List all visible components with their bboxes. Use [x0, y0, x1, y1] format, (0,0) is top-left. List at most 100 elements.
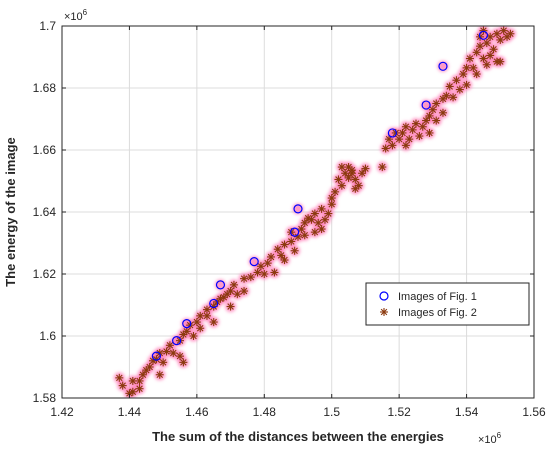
- fig2-point: [492, 29, 501, 38]
- fig2-point: [401, 122, 410, 131]
- fig2-point: [310, 209, 319, 218]
- fig2-point: [398, 128, 407, 137]
- legend-marker-fig2: [380, 308, 388, 316]
- fig2-point: [226, 287, 235, 296]
- fig2-point: [135, 384, 144, 393]
- y-tick-label: 1.58: [33, 391, 57, 405]
- fig1-point: [215, 280, 226, 290]
- fig2-point: [489, 45, 498, 54]
- fig2-point: [337, 181, 346, 190]
- fig2-point: [344, 163, 353, 172]
- fig2-point: [202, 305, 211, 314]
- fig2-point: [418, 122, 427, 131]
- fig2-point: [445, 82, 454, 91]
- fig2-point: [405, 135, 414, 144]
- fig2-point: [118, 381, 127, 390]
- x-tick-label: 1.56: [522, 405, 546, 419]
- y-axis-label: The energy of the image: [3, 137, 18, 287]
- fig2-point: [253, 268, 262, 277]
- legend-label-fig1: Images of Fig. 1: [398, 291, 477, 303]
- fig2-point: [233, 290, 242, 299]
- fig1-point: [151, 351, 161, 361]
- fig2-point: [240, 274, 249, 283]
- fig2-point: [412, 119, 420, 128]
- fig1-point: [172, 336, 182, 346]
- fig2-point: [192, 318, 201, 327]
- fig2-point: [270, 268, 279, 277]
- x-tick-label: 1.46: [185, 405, 209, 419]
- fig1-point: [182, 319, 192, 329]
- x-tick-label: 1.42: [50, 405, 74, 419]
- x-tick-label: 1.54: [455, 405, 479, 419]
- fig2-point: [226, 302, 235, 311]
- x-tick-label: 1.44: [118, 405, 142, 419]
- y-tick-label: 1.6: [39, 329, 56, 343]
- fig2-point: [229, 280, 238, 289]
- fig2-point: [479, 54, 488, 63]
- fig2-point: [138, 370, 147, 379]
- fig2-point: [277, 251, 286, 260]
- fig2-point: [115, 373, 124, 382]
- fig2-point: [176, 352, 184, 361]
- fig2-point: [469, 63, 478, 72]
- fig2-point: [452, 76, 461, 85]
- fig1-point: [387, 128, 397, 138]
- fig2-point: [165, 341, 174, 350]
- fig2-point: [486, 51, 495, 60]
- fig2-point: [401, 141, 410, 150]
- fig2-point: [449, 93, 458, 102]
- fig2-point: [317, 204, 326, 213]
- fig2-point: [300, 218, 309, 227]
- fig2-point: [327, 200, 336, 209]
- fig2-point: [462, 63, 471, 72]
- fig2-point: [162, 347, 171, 356]
- fig2-point: [425, 111, 434, 120]
- data-points: [115, 26, 515, 398]
- fig2-point: [209, 318, 218, 327]
- fig2-point: [189, 332, 198, 340]
- fig2-point: [415, 132, 424, 141]
- x-tick-label: 1.5: [323, 405, 340, 419]
- fig2-point: [422, 116, 431, 125]
- fig2-point: [462, 80, 471, 89]
- fig2-point: [344, 173, 353, 182]
- legend: Images of Fig. 1 Images of Fig. 2: [365, 282, 530, 326]
- y-exponent-label: ×106: [64, 8, 88, 23]
- fig2-point: [169, 349, 178, 358]
- fig2-point: [267, 252, 276, 261]
- legend-asterisk-glyph: [380, 308, 388, 316]
- fig2-point: [358, 169, 367, 178]
- fig2-point: [196, 324, 205, 333]
- fig1-point: [478, 30, 489, 40]
- fig2-point: [331, 187, 340, 196]
- fig2-point: [425, 128, 434, 137]
- fig2-point: [294, 232, 302, 241]
- fig1-point: [290, 227, 300, 237]
- fig2-point: [479, 26, 488, 35]
- x-tick-label: 1.52: [387, 405, 411, 419]
- fig2-point: [128, 376, 137, 385]
- legend-box: [365, 282, 530, 326]
- fig2-point: [472, 48, 481, 57]
- fig2-point: [263, 259, 272, 268]
- fig2-point: [240, 287, 249, 296]
- fig2-point: [256, 262, 265, 271]
- fig2-point: [361, 164, 370, 173]
- fig2-point: [428, 105, 437, 114]
- fig2-point: [290, 246, 299, 255]
- fig2-point: [246, 273, 255, 282]
- fig1-point: [421, 100, 431, 110]
- y-tick-label: 1.62: [33, 267, 57, 281]
- legend-marker-fig1: [379, 291, 389, 301]
- fig2-point: [300, 231, 309, 240]
- fig2-point: [378, 163, 387, 172]
- fig2-point: [499, 26, 508, 35]
- axis-ticks: 1.42 1.44 1.46 1.48 1.5 1.52 1.54 1.56 1.58 1.6 1.…: [33, 19, 546, 419]
- x-axis-label: The sum of the distances between the ene…: [152, 429, 444, 444]
- fig2-point: [307, 215, 316, 224]
- y-tick-label: 1.64: [33, 205, 57, 219]
- fig2-point: [438, 108, 447, 117]
- fig2-point: [327, 194, 336, 203]
- fig2-point: [320, 215, 329, 224]
